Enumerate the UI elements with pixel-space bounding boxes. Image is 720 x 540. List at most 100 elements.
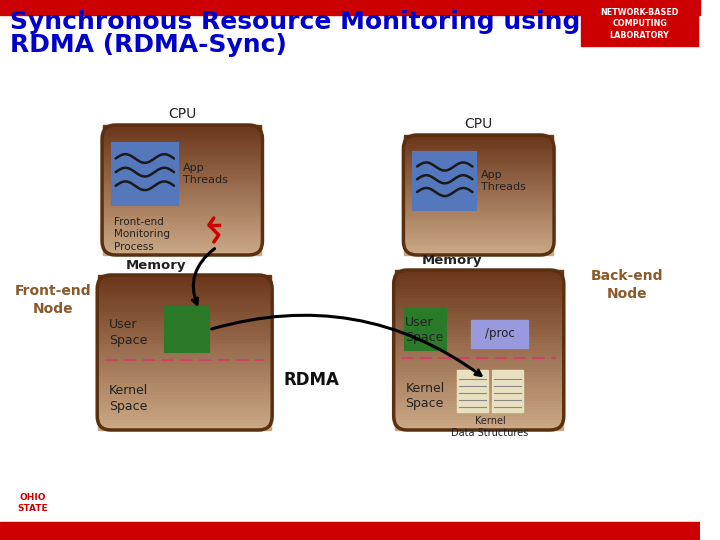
Bar [103,125,261,127]
Text: Front-end
Monitoring
Process: Front-end Monitoring Process [114,217,170,252]
Bar [98,274,271,278]
Bar [405,235,553,238]
Bar [98,392,271,396]
Bar [395,401,563,404]
Bar [395,417,563,421]
Text: RDMA: RDMA [283,371,339,389]
Bar [405,238,553,241]
Bar [103,164,261,167]
Bar [405,214,553,217]
Bar [98,414,271,417]
Bar [395,318,563,321]
Bar [405,221,553,224]
Bar [98,420,271,424]
Bar [405,146,553,150]
Bar [395,330,563,334]
Bar [395,384,563,388]
Bar [405,168,553,171]
Bar [581,2,698,46]
Bar [98,355,271,359]
Bar [103,195,261,198]
Bar [492,370,523,412]
Bar [98,374,271,377]
Bar [395,276,563,280]
Bar [395,305,563,308]
Bar [166,307,209,352]
Bar [98,293,271,296]
Bar [405,199,553,202]
Bar [103,224,261,226]
Bar [405,240,553,243]
Bar [103,192,261,195]
Bar [395,426,563,430]
Bar [98,346,271,349]
Bar [103,205,261,208]
Bar [395,404,563,408]
Bar [98,284,271,287]
Bar [103,171,261,174]
Bar [98,361,271,365]
Bar [395,388,563,392]
Bar [405,183,553,185]
Bar [405,185,553,188]
Bar [405,159,553,161]
Bar [98,364,271,368]
Bar [98,411,271,415]
Bar [103,226,261,229]
Bar [472,320,528,348]
Bar [405,202,553,205]
Bar [395,423,563,427]
Text: User
Space: User Space [109,318,148,347]
Bar [395,381,563,385]
Bar [98,302,271,306]
Bar [103,228,261,232]
Bar [98,290,271,294]
Bar [405,245,553,248]
Bar [103,244,261,247]
Text: NETWORK-BASED
COMPUTING
LABORATORY: NETWORK-BASED COMPUTING LABORATORY [600,8,679,40]
Bar [395,282,563,286]
Bar [395,289,563,292]
Bar [98,386,271,390]
Bar [405,161,553,164]
Bar [98,389,271,393]
Bar [98,340,271,343]
Bar [405,178,553,180]
Bar [405,247,553,250]
Bar [103,249,261,252]
Bar [405,190,553,193]
Bar [405,219,553,221]
Text: Memory: Memory [125,259,186,272]
Bar [395,301,563,305]
Bar [395,327,563,331]
Bar [103,145,261,149]
Bar [405,252,553,255]
Bar [98,318,271,321]
Bar [98,383,271,387]
Bar [395,353,563,356]
Bar [405,228,553,231]
Bar [98,370,271,374]
Text: CPU: CPU [168,107,197,121]
Bar [103,202,261,206]
Bar [395,321,563,325]
Bar [98,306,271,309]
Bar [395,308,563,312]
Bar [405,154,553,157]
Bar [103,208,261,211]
Bar [395,337,563,340]
Bar [405,141,553,145]
Text: App
Threads: App Threads [183,163,228,185]
Bar [395,349,563,353]
Bar [98,423,271,427]
Text: Kernel
Data Structures: Kernel Data Structures [451,416,528,438]
Bar [98,327,271,331]
Bar [405,242,553,245]
Bar [98,333,271,337]
Bar [103,135,261,138]
Bar [98,312,271,315]
Text: App
Threads: App Threads [481,170,526,192]
Bar [103,184,261,187]
Bar [103,143,261,146]
Bar [98,352,271,356]
